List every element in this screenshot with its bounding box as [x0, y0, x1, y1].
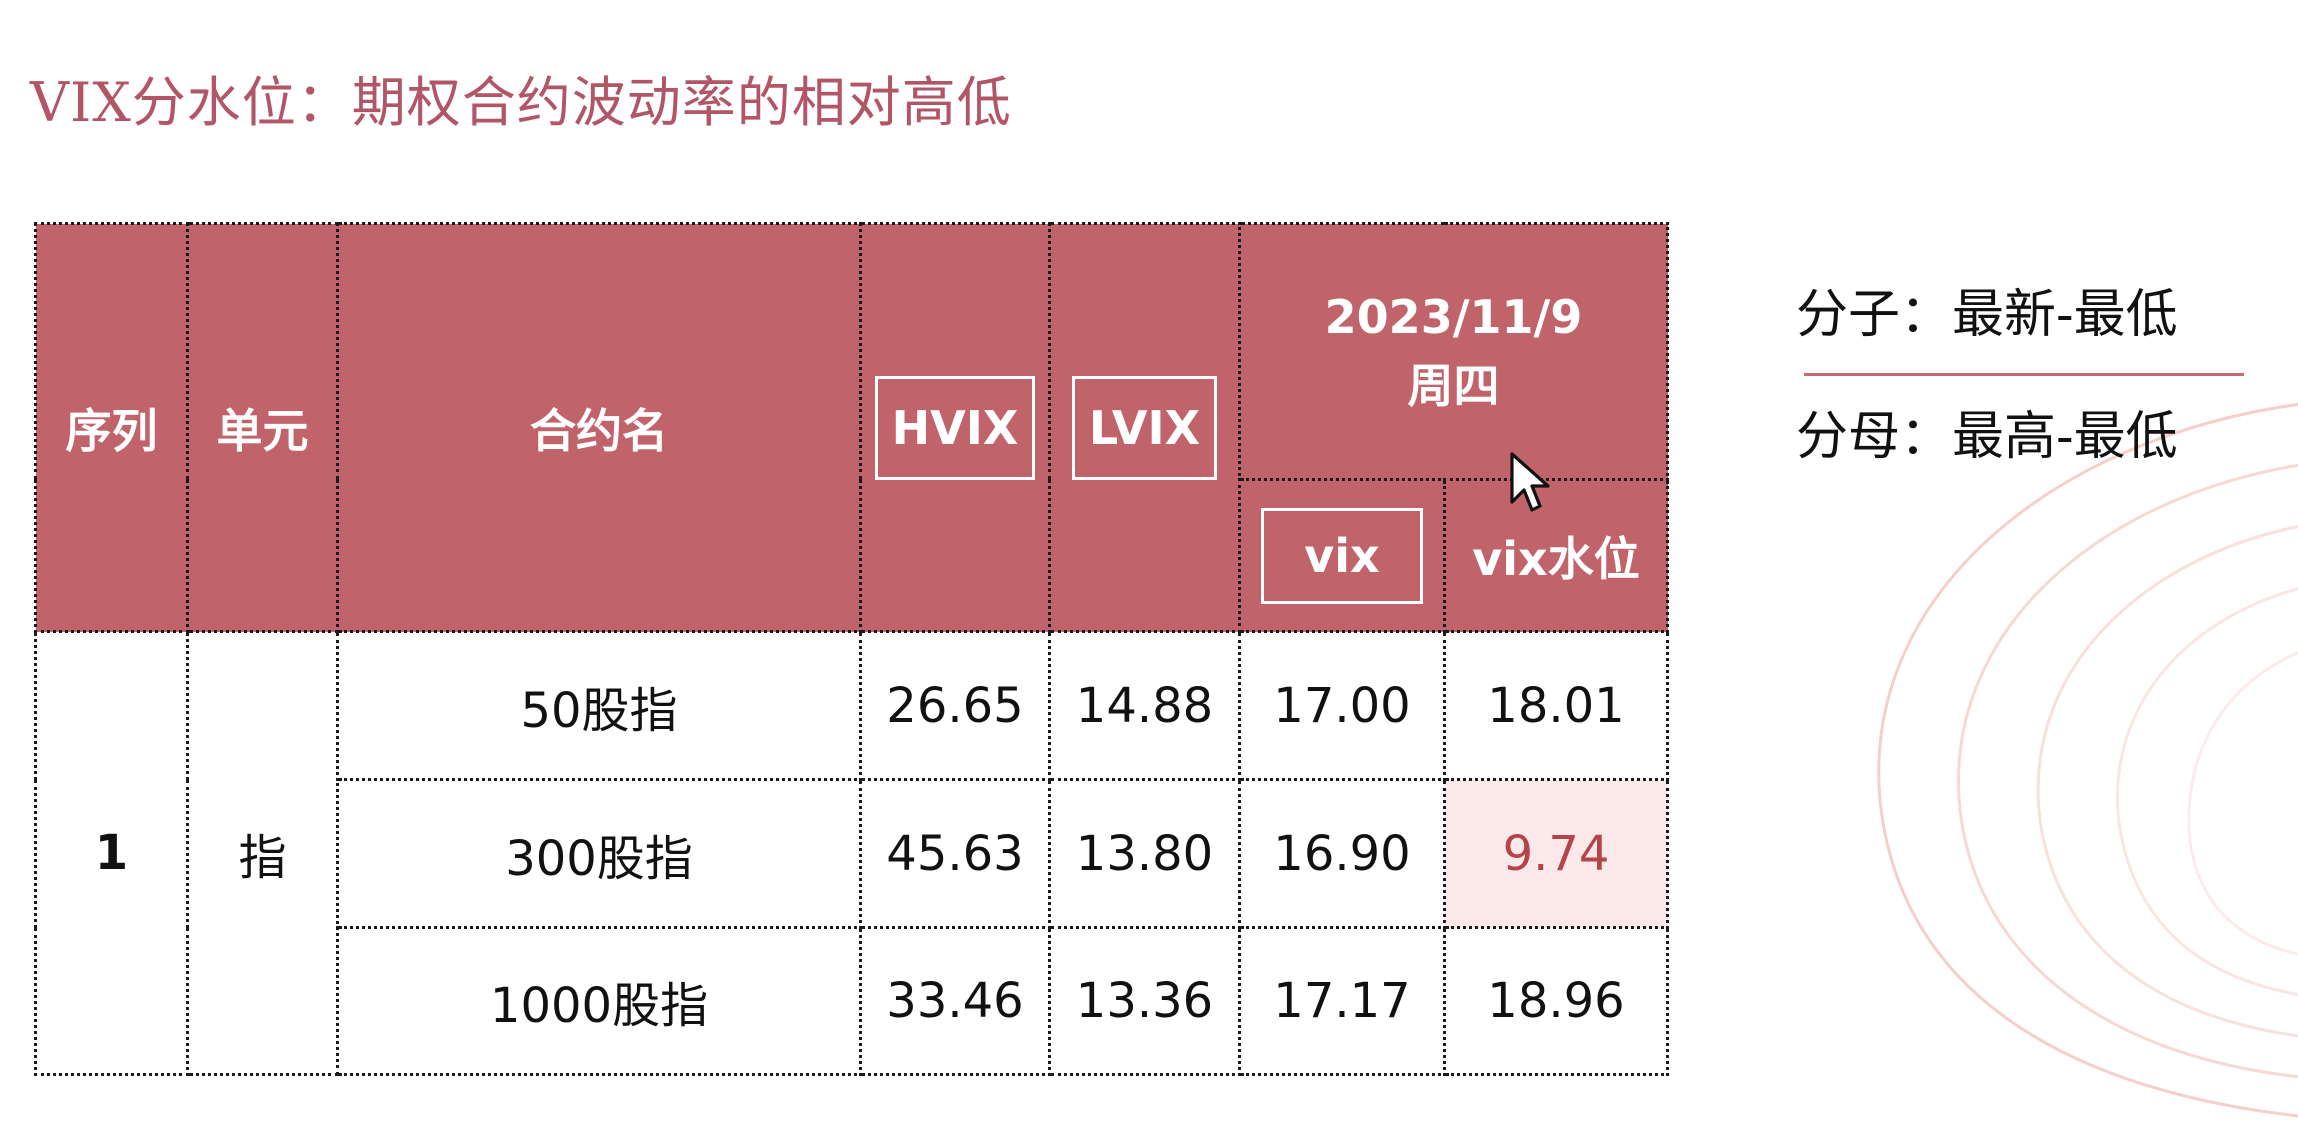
contract-name-cell: 300股指 — [336, 778, 862, 929]
vix-cell: 16.90 — [1238, 778, 1446, 929]
contract-name-cell: 1000股指 — [336, 926, 862, 1076]
header-vix-level: vix水位 — [1443, 478, 1669, 633]
table-row: 1 指 50股指 26.65 14.88 17.00 18.01 — [34, 630, 1669, 1076]
header-hvix: HVIX — [859, 222, 1051, 633]
lvix-cell: 14.88 — [1048, 630, 1241, 781]
vix-level-cell: 18.96 — [1443, 926, 1669, 1076]
background-swirl-decoration — [1877, 403, 2298, 1118]
header-vix: vix — [1238, 478, 1446, 633]
row-index: 1 — [34, 630, 189, 1076]
contract-name-cell: 50股指 — [336, 630, 862, 781]
hvix-cell: 26.65 — [859, 630, 1051, 781]
header-contract-name: 合约名 — [336, 222, 862, 633]
table-row: 1000股指 33.46 13.36 17.17 18.96 — [36, 926, 1669, 1076]
lvix-cell: 13.80 — [1048, 778, 1241, 929]
table-row: 300股指 45.63 13.80 16.90 9.74 — [36, 778, 1669, 929]
mouse-pointer-icon — [1510, 452, 1550, 512]
lvix-cell: 13.36 — [1048, 926, 1241, 1076]
vix-cell: 17.17 — [1238, 926, 1446, 1076]
header-vix-label: vix — [1261, 507, 1423, 604]
vix-level-cell-highlighted: 9.74 — [1443, 778, 1669, 929]
header-lvix: LVIX — [1048, 222, 1241, 633]
formula-denominator: 分母：最高-最低 — [1796, 407, 2178, 467]
header-lvix-label: LVIX — [1071, 375, 1218, 480]
row-unit: 指 — [186, 630, 339, 1076]
header-date-group: 2023/11/9 周四 — [1238, 222, 1669, 481]
header-index: 序列 — [34, 222, 189, 633]
hvix-cell: 45.63 — [859, 778, 1051, 929]
header-date: 2023/11/9 — [1324, 289, 1583, 344]
hvix-cell: 33.46 — [859, 926, 1051, 1076]
formula-divider — [1804, 373, 2244, 376]
header-weekday: 周四 — [1407, 358, 1500, 413]
slide-title: VIX分水位：期权合约波动率的相对高低 — [30, 71, 1012, 134]
formula-note: 分子：最新-最低 分母：最高-最低 — [1796, 272, 2244, 469]
header-hvix-label: HVIX — [874, 375, 1036, 480]
vix-level-cell: 18.01 — [1443, 630, 1669, 781]
vix-level-table: 序列 单元 合约名 HVIX LVIX 2023/11/9 周四 vix vix… — [34, 222, 1669, 1076]
vix-cell: 17.00 — [1238, 630, 1446, 781]
header-unit: 单元 — [186, 222, 339, 633]
formula-numerator: 分子：最新-最低 — [1796, 285, 2178, 345]
